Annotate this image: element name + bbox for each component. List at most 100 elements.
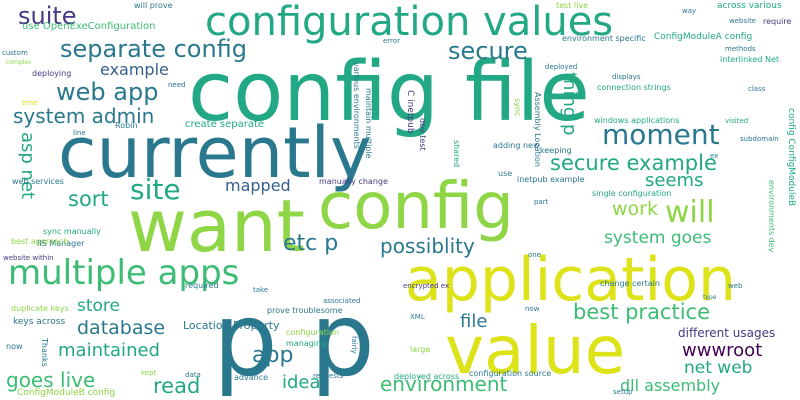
cloud-word: Robin — [115, 121, 138, 130]
cloud-word: create separate — [185, 119, 265, 130]
cloud-word: asp net — [17, 132, 38, 200]
cloud-word: suite — [18, 2, 77, 30]
cloud-word: config file — [188, 45, 590, 140]
cloud-word: will prove — [134, 1, 173, 10]
cloud-word: sort — [68, 187, 109, 211]
cloud-word: various environments — [352, 62, 361, 149]
cloud-word: requests — [313, 372, 344, 380]
cloud-word: deployed — [545, 63, 578, 71]
cloud-word: manually change — [319, 177, 388, 186]
cloud-word: now — [6, 342, 23, 351]
cloud-word: configuration values — [205, 0, 614, 45]
cloud-word: web app — [56, 78, 159, 106]
cloud-word: displays — [612, 73, 641, 81]
cloud-word: adding new — [493, 141, 540, 150]
cloud-word: C inetpub — [405, 90, 415, 134]
cloud-word: best practice — [573, 300, 711, 324]
cloud-word: use OpenExeConfiguration — [22, 21, 156, 32]
cloud-word: system goes — [604, 228, 712, 248]
cloud-word: best approach — [11, 237, 69, 246]
cloud-word: work — [612, 198, 658, 220]
cloud-word: kept — [141, 369, 157, 377]
cloud-word: setup — [613, 388, 633, 396]
cloud-word: config — [318, 170, 514, 244]
cloud-word: idea — [282, 372, 321, 393]
cloud-word: file — [460, 311, 488, 332]
cloud-word: read — [153, 374, 201, 398]
cloud-word: deployed across — [394, 372, 460, 381]
cloud-word: configuration — [286, 328, 340, 337]
cloud-word: will — [665, 195, 715, 230]
cloud-word: dev test — [418, 118, 427, 151]
cloud-word: IIS Manager — [37, 239, 85, 248]
cloud-word: ConfigModuleB config — [17, 388, 116, 398]
cloud-word: site — [130, 173, 181, 206]
cloud-word: way — [682, 7, 697, 15]
cloud-word: managing — [286, 339, 327, 348]
cloud-word: inetpub example — [517, 175, 585, 184]
cloud-word: p p — [213, 281, 375, 400]
cloud-word: Location Property — [183, 319, 280, 332]
cloud-word: configuration source — [469, 369, 552, 378]
cloud-word: shared — [452, 140, 461, 168]
cloud-word: separate config — [60, 35, 248, 63]
cloud-word: maintained — [58, 340, 160, 361]
cloud-word: dll assembly — [620, 376, 721, 395]
cloud-word: Assembly Location — [533, 92, 542, 167]
cloud-word: mapped — [225, 176, 291, 195]
cloud-word: single configuration — [592, 189, 672, 198]
cloud-word: environments dev — [767, 180, 776, 253]
cloud-word: sync manually — [43, 227, 101, 236]
cloud-word: web — [728, 282, 743, 290]
cloud-word: take — [253, 286, 269, 294]
cloud-word: use — [498, 169, 513, 178]
cloud-word: XML — [410, 313, 425, 321]
cloud-word: maintain multiple — [364, 88, 373, 159]
cloud-word: keeping — [540, 146, 572, 155]
cloud-word: methods — [725, 45, 756, 53]
cloud-word: secure — [448, 37, 528, 65]
cloud-word: type — [703, 294, 717, 301]
cloud-word: interlinked Net — [720, 55, 780, 64]
cloud-word: part — [534, 198, 549, 206]
cloud-word: example — [100, 60, 169, 79]
cloud-word: different usages — [678, 326, 776, 340]
cloud-word: goes live — [6, 368, 96, 392]
cloud-word: error — [383, 37, 400, 45]
cloud-word: ConfigModuleA config — [654, 32, 753, 42]
cloud-word: custom — [2, 49, 28, 57]
cloud-word: environment — [380, 372, 508, 396]
cloud-word: time — [22, 99, 38, 107]
cloud-word: seems — [645, 170, 704, 191]
cloud-word: value — [445, 312, 626, 389]
cloud-word: visited — [725, 117, 749, 125]
cloud-word: possiblity — [380, 234, 475, 258]
cloud-word: required — [185, 281, 219, 290]
cloud-word: windows applications — [594, 116, 680, 125]
cloud-word: moment — [602, 118, 720, 151]
cloud-word: multiple apps — [8, 253, 240, 293]
cloud-word: one — [528, 251, 542, 259]
cloud-word: large — [410, 345, 431, 354]
cloud-word: config ConfigModuleB — [786, 108, 796, 207]
cloud-word: advance — [234, 373, 269, 382]
cloud-word: currently — [58, 112, 372, 194]
cloud-word: Thanks — [40, 338, 49, 367]
cloud-word: now — [525, 305, 540, 313]
cloud-word: require — [763, 17, 792, 26]
cloud-word: website — [729, 17, 757, 25]
cloud-word: class — [748, 85, 766, 93]
cloud-word: web services — [12, 177, 64, 186]
cloud-word: database — [77, 317, 166, 339]
cloud-word: etc p — [283, 231, 339, 256]
cloud-word: net web — [684, 358, 753, 378]
cloud-word: subdomain — [740, 135, 779, 143]
cloud-word: across various — [717, 1, 782, 11]
cloud-word: app — [252, 343, 294, 368]
cloud-word: need — [168, 81, 186, 89]
cloud-word: website within — [3, 254, 54, 262]
cloud-word: store — [77, 296, 120, 316]
cloud-word: secure example — [550, 151, 717, 175]
cloud-word: system admin — [13, 104, 155, 128]
cloud-word: keys across — [13, 317, 66, 327]
